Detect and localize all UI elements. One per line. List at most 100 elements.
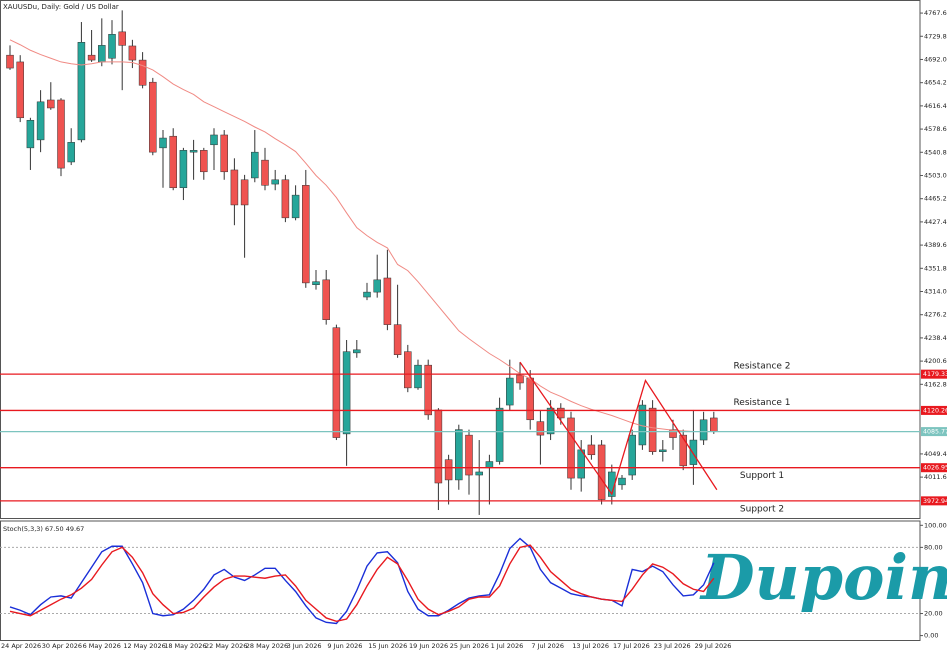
- candle-body: [230, 169, 239, 206]
- candle-body: [118, 31, 126, 46]
- level-label: Support 1: [740, 471, 784, 481]
- level-price: 3972.94: [923, 498, 947, 505]
- y-tick-label: 80.00: [924, 543, 943, 551]
- y-tick-label: 4238.40: [924, 334, 947, 342]
- candle-body: [291, 194, 300, 219]
- y-tick-label: 4049.40: [924, 450, 947, 458]
- candle-body: [302, 185, 310, 284]
- y-tick-label: 4616.40: [924, 102, 947, 110]
- candle-body: [200, 150, 208, 173]
- stoch-panel: [0, 520, 921, 641]
- candle-body: [67, 142, 75, 163]
- candle-body: [220, 134, 228, 173]
- candle-body: [710, 417, 718, 432]
- moving-average: [9, 39, 714, 432]
- candle-body: [434, 409, 443, 484]
- x-tick-label: 24 Apr 2026: [1, 642, 41, 650]
- level-price-box: [921, 405, 947, 415]
- candle-body: [179, 150, 188, 189]
- candle-body: [16, 61, 24, 119]
- y-tick-label: 0.00: [924, 632, 938, 640]
- candle-body: [271, 179, 279, 185]
- candle-body: [424, 364, 432, 416]
- candle-body: [169, 135, 177, 189]
- y-tick-label: 100.00: [924, 521, 947, 529]
- candle-body: [261, 159, 269, 186]
- candle-body: [597, 444, 606, 500]
- candle-body: [699, 419, 708, 441]
- x-tick-label: 29 Jul 2026: [695, 642, 732, 650]
- candle-body: [353, 349, 361, 354]
- candle-body: [567, 417, 575, 479]
- x-tick-label: 25 Jun 2026: [450, 642, 489, 650]
- level-price: 4179.33: [923, 371, 947, 378]
- level-label: Support 2: [740, 504, 784, 514]
- x-tick-label: 13 Jul 2026: [572, 642, 609, 650]
- y-tick-label: 4503.00: [924, 171, 947, 179]
- candle-body: [587, 444, 596, 456]
- candle-body: [516, 374, 524, 384]
- candle-body: [455, 429, 463, 481]
- candle-body: [485, 461, 494, 468]
- candle-body: [373, 279, 381, 293]
- candle-body: [689, 439, 698, 465]
- candle-body: [546, 407, 555, 435]
- x-tick-label: 9 Jun 2026: [327, 642, 362, 650]
- y-tick-label: 4162.80: [924, 380, 947, 388]
- candle-body: [312, 281, 320, 285]
- y-tick-label: 4578.60: [924, 125, 947, 133]
- candle-body: [669, 429, 677, 438]
- candle-body: [159, 137, 167, 149]
- x-tick-label: 12 May 2026: [123, 642, 165, 650]
- candle-body: [108, 34, 116, 59]
- candle-body: [526, 377, 534, 421]
- candle-body: [557, 407, 565, 419]
- candle-body: [77, 42, 86, 141]
- candle-body: [240, 179, 249, 206]
- candle-body: [444, 459, 453, 481]
- y-tick-label: 4540.80: [924, 148, 947, 156]
- x-tick-label: 7 Jul 2026: [531, 642, 564, 650]
- candle-body: [383, 277, 392, 325]
- candle-body: [679, 434, 687, 467]
- x-tick-label: 1 Jul 2026: [491, 642, 524, 650]
- y-tick-label: 4767.60: [924, 9, 947, 17]
- y-tick-label: 20.00: [924, 610, 943, 618]
- level-price: 4026.95: [923, 465, 947, 472]
- y-tick-label: 4200.60: [924, 357, 947, 365]
- candle-body: [36, 101, 45, 141]
- x-tick-label: 15 Jun 2026: [368, 642, 407, 650]
- y-tick-label: 4011.60: [924, 473, 947, 481]
- y-tick-label: 4314.00: [924, 287, 947, 295]
- y-tick-label: 4692.00: [924, 55, 947, 63]
- candle-body: [47, 99, 55, 109]
- candle-body: [251, 151, 259, 179]
- x-tick-label: 30 Apr 2026: [42, 642, 82, 650]
- candle-body: [189, 150, 198, 153]
- candle-body: [342, 351, 351, 435]
- x-tick-label: 17 Jul 2026: [613, 642, 650, 650]
- candle-body: [149, 81, 157, 153]
- candle-body: [628, 434, 636, 476]
- candle-body: [393, 324, 402, 355]
- candle-body: [210, 134, 218, 146]
- pattern-line: [519, 361, 718, 496]
- chart-title: XAUUSDu, Daily: Gold / US Dollar: [3, 3, 119, 11]
- candle-body: [648, 407, 657, 452]
- level-price-box: [921, 369, 947, 379]
- level-label: Resistance 2: [733, 362, 790, 372]
- y-tick-label: 4389.60: [924, 241, 947, 249]
- x-tick-label: 19 Jun 2026: [409, 642, 448, 650]
- candle-body: [363, 291, 371, 298]
- level-price: 4120.26: [923, 407, 947, 414]
- candle-body: [6, 54, 14, 69]
- y-tick-label: 4276.20: [924, 311, 947, 319]
- candle-body: [87, 54, 96, 61]
- candle-body: [332, 327, 341, 438]
- stoch-title: Stoch(5,3,3) 67.50 49.67: [3, 525, 84, 533]
- x-tick-label: 22 May 2026: [205, 642, 247, 650]
- level-price-box: [921, 463, 947, 473]
- stoch-line: [9, 537, 715, 625]
- y-tick-label: 4465.20: [924, 195, 947, 203]
